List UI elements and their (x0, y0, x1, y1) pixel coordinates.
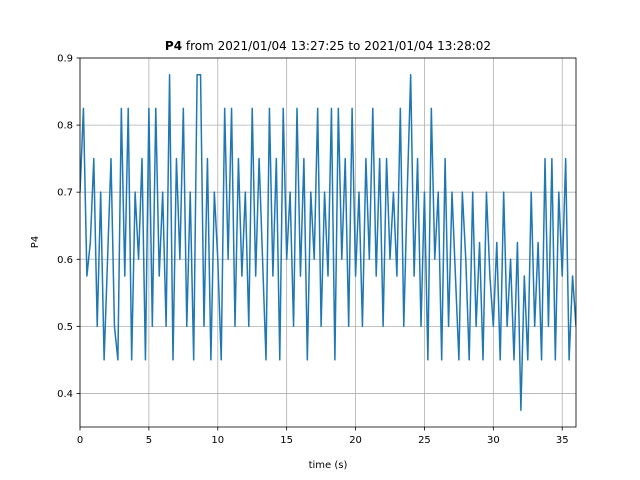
y-tick-label: 0.6 (57, 255, 73, 266)
x-tick-label: 5 (146, 435, 152, 446)
chart-title: P4 from 2021/01/04 13:27:25 to 2021/01/0… (165, 39, 491, 53)
title-text: from 2021/01/04 13:27:25 to 2021/01/04 1… (186, 39, 491, 53)
data-line (80, 74, 576, 411)
x-tick-label: 20 (349, 435, 362, 446)
x-tick-label: 0 (77, 435, 83, 446)
y-tick-label: 0.5 (57, 322, 73, 333)
x-tick-label: 10 (211, 435, 224, 446)
x-tick-label: 15 (280, 435, 293, 446)
title-name: P4 (165, 39, 182, 53)
x-tick-label: 25 (418, 435, 431, 446)
x-tick-label: 30 (487, 435, 500, 446)
y-tick-label: 0.4 (57, 389, 73, 400)
y-tick-label: 0.7 (57, 188, 73, 199)
plot-frame (79, 57, 577, 428)
y-tick-label: 0.8 (57, 121, 73, 132)
y-tick-label: 0.9 (57, 54, 73, 65)
x-axis-label: time (s) (309, 460, 348, 471)
x-tick-label: 35 (556, 435, 569, 446)
y-axis-label: P4 (30, 236, 41, 248)
